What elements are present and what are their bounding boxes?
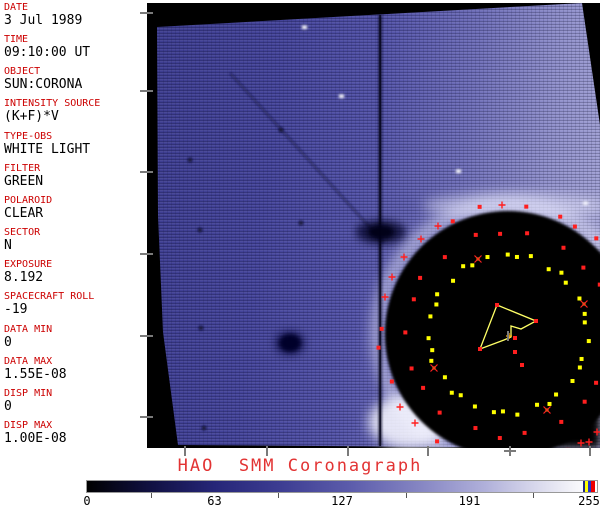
metadata-field: SPACECRAFT ROLL -19 xyxy=(4,291,94,317)
metadata-field: TIME 09:10:00 UT xyxy=(4,34,90,60)
metadata-field: DISP MIN 0 xyxy=(4,388,52,414)
coronagraph-image xyxy=(147,3,600,448)
colorbar xyxy=(86,480,598,493)
metadata-field: SECTOR N xyxy=(4,227,40,253)
field-label: SECTOR xyxy=(4,227,41,238)
field-label: TIME xyxy=(4,34,29,45)
colorbar-minor-tick xyxy=(405,493,407,498)
field-value: (K+F)*V xyxy=(4,109,59,124)
metadata-field: TYPE-OBS WHITE LIGHT xyxy=(4,131,90,157)
field-value: 1.55E-08 xyxy=(4,367,67,382)
colorbar-tick-label: 127 xyxy=(331,494,353,508)
metadata-panel: DATE 3 Jul 1989 TIME 09:10:00 UT OBJECT SUN:C… xyxy=(4,0,146,450)
colorbar-minor-tick xyxy=(533,493,535,498)
metadata-field: DISP MAX 1.00E-08 xyxy=(4,420,67,446)
axis-tick xyxy=(140,335,153,337)
metadata-field: DATA MAX 1.55E-08 xyxy=(4,356,67,382)
field-value: 3 Jul 1989 xyxy=(4,13,83,28)
colorbar-tick-label: 0 xyxy=(83,494,91,508)
field-label: DATA MAX xyxy=(4,356,53,367)
axis-tick xyxy=(140,90,153,92)
metadata-field: DATA MIN 0 xyxy=(4,324,52,350)
colorbar-tick-label: 255 xyxy=(578,494,600,508)
field-value: 09:10:00 UT xyxy=(4,45,91,60)
axis-tick xyxy=(507,331,509,341)
colorbar-saturation-stripe xyxy=(588,481,591,492)
field-label: OBJECT xyxy=(4,66,41,77)
field-value: 0 xyxy=(4,399,12,414)
field-value: 0 xyxy=(4,335,12,350)
field-value: -19 xyxy=(4,302,28,317)
field-value: GREEN xyxy=(4,174,44,189)
axis-tick xyxy=(266,446,268,456)
field-label: POLAROID xyxy=(4,195,53,206)
field-value: 1.00E-08 xyxy=(4,431,67,446)
field-value: WHITE LIGHT xyxy=(4,142,91,157)
field-value: N xyxy=(4,238,12,253)
field-label: INTENSITY SOURCE xyxy=(4,98,101,109)
field-value: SUN:CORONA xyxy=(4,77,83,92)
colorbar-minor-tick xyxy=(278,493,280,498)
axis-tick xyxy=(427,446,429,456)
axis-tick xyxy=(347,446,349,456)
colorbar-saturation-stripe xyxy=(591,481,595,492)
field-value: 8.192 xyxy=(4,270,44,285)
field-label: FILTER xyxy=(4,163,41,174)
field-label: DATA MIN xyxy=(4,324,53,335)
metadata-field: FILTER GREEN xyxy=(4,163,43,189)
field-label: SPACECRAFT ROLL xyxy=(4,291,95,302)
metadata-field: OBJECT SUN:CORONA xyxy=(4,66,82,92)
axis-tick xyxy=(140,12,153,14)
axis-tick xyxy=(184,446,186,456)
colorbar-saturation-stripe xyxy=(583,481,585,492)
field-label: DISP MAX xyxy=(4,420,53,431)
colorbar-saturation-stripe xyxy=(585,481,588,492)
axis-tick xyxy=(140,416,153,418)
axis-tick xyxy=(140,171,153,173)
overlay-graphics xyxy=(187,15,600,448)
colorbar-minor-tick xyxy=(150,493,152,498)
field-label: TYPE-OBS xyxy=(4,131,53,142)
image-title: HAO SMM Coronagraph xyxy=(177,456,423,476)
metadata-field: POLAROID CLEAR xyxy=(4,195,52,221)
field-value: CLEAR xyxy=(4,206,44,221)
colorbar-tick-label: 191 xyxy=(458,494,481,508)
axis-tick xyxy=(589,446,591,456)
axis-tick xyxy=(140,253,153,255)
metadata-field: INTENSITY SOURCE (K+F)*V xyxy=(4,98,100,124)
colorbar-tick-label: 63 xyxy=(207,494,222,508)
field-label: EXPOSURE xyxy=(4,259,53,270)
metadata-field: DATE 3 Jul 1989 xyxy=(4,2,82,28)
field-label: DATE xyxy=(4,2,29,13)
axis-tick xyxy=(504,450,516,452)
metadata-field: EXPOSURE 8.192 xyxy=(4,259,52,285)
field-label: DISP MIN xyxy=(4,388,53,399)
